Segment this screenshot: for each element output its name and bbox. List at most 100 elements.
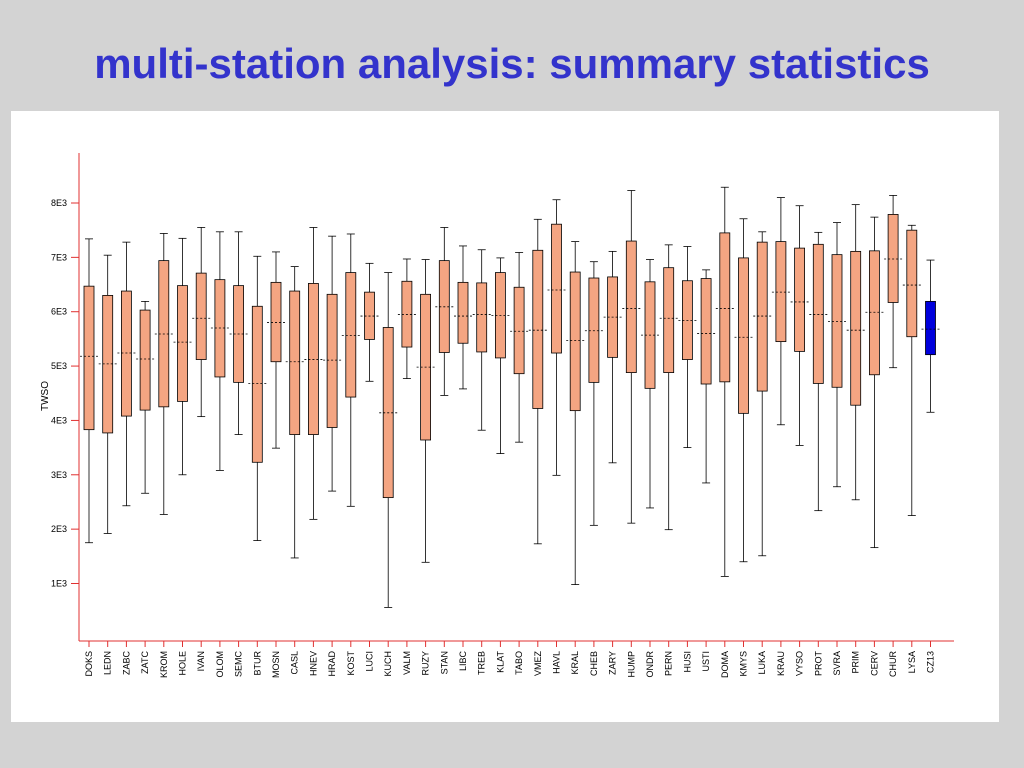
box-cheb (584, 261, 603, 526)
x-tick-label: PRIM (851, 651, 861, 674)
x-tick-label: TREB (477, 651, 487, 675)
box-prim (846, 204, 865, 501)
x-tick-label: DOKS (84, 651, 94, 677)
x-tick-label: OLOM (215, 651, 225, 678)
y-tick-label: 7E3 (51, 252, 67, 262)
x-tick-label: CASL (290, 651, 300, 675)
iqr-box (307, 283, 319, 435)
y-tick-label: 4E3 (51, 415, 67, 425)
y-tick-label: 1E3 (51, 579, 67, 589)
x-tick-label: LYSA (907, 651, 917, 673)
box-klat (491, 257, 510, 454)
x-tick-label: KLAT (495, 651, 505, 673)
boxplot-chart: 1E3 2E3 3E3 4E3 5E3 6E3 7E3 8E3 DOKS LEDN ZABC ZATC… (40, 153, 954, 678)
box-kost (341, 233, 360, 507)
x-tick-label: KUCH (383, 651, 393, 677)
iqr-box (588, 277, 600, 383)
iqr-box (831, 254, 843, 388)
box-luci (360, 262, 379, 382)
iqr-box (906, 229, 918, 338)
box-ivan (192, 227, 211, 418)
box-doks (80, 238, 98, 544)
y-tick-label: 3E3 (51, 470, 67, 480)
box-chur (884, 194, 903, 369)
x-tick-label: ZATC (140, 651, 150, 674)
box-tabo (510, 252, 529, 443)
iqr-box (251, 305, 263, 463)
iqr-box (700, 278, 712, 385)
iqr-box (289, 290, 301, 435)
x-tick-label: IVAN (196, 651, 206, 671)
box-zary (603, 250, 622, 464)
y-tick-label: 2E3 (51, 524, 67, 534)
box-svra (828, 222, 846, 488)
box-prot (809, 231, 828, 512)
box-btur (248, 255, 267, 541)
box-treb (472, 249, 491, 431)
box-zabc (117, 241, 136, 507)
iqr-box (345, 272, 357, 398)
iqr-box (625, 240, 637, 373)
x-tick-label: ZARY (608, 651, 618, 675)
box-krau (771, 197, 790, 426)
iqr-box (925, 300, 936, 356)
y-tick-label: 8E3 (51, 198, 67, 208)
iqr-box (83, 285, 95, 431)
box-husi (678, 246, 697, 449)
x-tick-label: CHUR (888, 651, 898, 677)
box-luka (753, 231, 772, 557)
axes-layer: 1E3 2E3 3E3 4E3 5E3 6E3 7E3 8E3 DOKS LEDN ZABC ZATC… (51, 153, 954, 678)
iqr-box (663, 267, 675, 373)
x-tick-label: PROT (813, 651, 823, 677)
iqr-box (476, 282, 488, 353)
x-tick-label: SEMC (234, 651, 244, 678)
box-krom (154, 233, 173, 515)
box-cerv (865, 216, 884, 549)
x-tick-label: CERV (869, 651, 879, 676)
x-tick-label: VMEZ (533, 651, 543, 677)
slide-title: multi-station analysis: summary statisti… (94, 40, 930, 87)
box-hump (622, 190, 641, 524)
chart-panel: 1E3 2E3 3E3 4E3 5E3 6E3 7E3 8E3 DOKS LEDN ZABC ZATC… (11, 111, 999, 722)
x-tick-label: LUCI (365, 651, 375, 672)
iqr-box (756, 241, 768, 392)
box-semc (229, 231, 248, 435)
x-tick-label: RUZY (421, 651, 431, 676)
box-valm (397, 258, 416, 379)
iqr-box (569, 271, 581, 412)
y-axis-label: TWSO (40, 381, 51, 411)
iqr-box (738, 257, 749, 414)
x-tick-label: LEDN (103, 651, 113, 675)
box-vmez (528, 218, 547, 545)
box-ruzy (416, 259, 435, 563)
x-tick-label: HRAD (327, 651, 337, 677)
x-tick-label: HUMP (626, 651, 636, 678)
x-tick-label: PERN (664, 651, 674, 676)
box-ondr (641, 259, 659, 509)
x-tick-label: ONDR (645, 651, 655, 678)
x-tick-label: HOLE (178, 651, 188, 676)
x-tick-label: KOST (346, 651, 356, 676)
x-tick-label: VYSO (795, 651, 805, 676)
y-tick-label: 6E3 (51, 307, 67, 317)
iqr-box (326, 293, 338, 428)
x-tick-label: VALM (402, 651, 412, 675)
box-hrad (323, 235, 342, 492)
x-tick-label: KRAL (570, 651, 580, 675)
x-tick-label: HAVL (552, 651, 562, 674)
boxes-layer (80, 186, 940, 608)
iqr-box (177, 285, 188, 402)
iqr-box (195, 272, 207, 360)
x-tick-label: KMYS (739, 651, 749, 677)
iqr-box (850, 250, 862, 406)
x-tick-label: KRAU (776, 651, 786, 676)
x-tick-label: STAN (439, 651, 449, 674)
box-ledn (98, 254, 117, 534)
x-tick-label: LUKA (757, 651, 767, 675)
x-tick-label: SVRA (832, 651, 842, 676)
x-tick-label: HNEV (308, 651, 318, 676)
box-casl (285, 266, 304, 559)
box-mosn (267, 251, 285, 449)
box-kuch (379, 272, 398, 608)
x-tick-label: LIBC (458, 651, 468, 672)
